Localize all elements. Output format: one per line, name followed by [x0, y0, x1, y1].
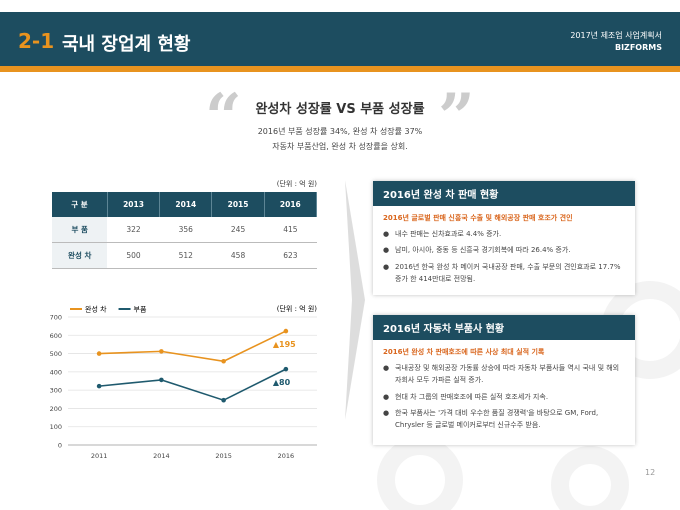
- brand: BIZFORMS: [614, 43, 662, 52]
- series-line: [99, 368, 287, 402]
- x-tick-label: 2016: [278, 452, 295, 460]
- cell: 356: [159, 217, 212, 243]
- table-unit: (단위 : 억 원): [276, 180, 317, 188]
- header-cell: 2015: [211, 192, 265, 217]
- box-title: 2016년 자동차 부품사 현황: [373, 315, 635, 340]
- point: [221, 397, 226, 403]
- cell: 623: [264, 242, 317, 269]
- quote-title: 완성차 성장률 VS 부품 성장률: [255, 102, 425, 117]
- y-tick-label: 600: [50, 332, 62, 340]
- y-tick-label: 300: [50, 387, 62, 395]
- point: [96, 383, 102, 389]
- point: [96, 351, 102, 356]
- bullet: 현대 차 그룹의 판매호조에 따른 실적 호조세가 지속.: [373, 389, 635, 405]
- row: 완성 차 500 512 458 623: [52, 242, 317, 269]
- cell: 415: [264, 217, 317, 243]
- cell: 부 품: [52, 217, 108, 243]
- cell: 322: [107, 217, 160, 243]
- y-tick-label: 400: [50, 368, 62, 376]
- legend-label: 부품: [134, 306, 147, 314]
- header-line: [0, 66, 680, 72]
- section-title: 국내 장업계 현황: [62, 34, 191, 55]
- annotation: ▲80: [273, 378, 291, 387]
- row: 부 품 322 356 245 415: [52, 217, 317, 243]
- y-tick-label: 100: [50, 423, 62, 431]
- point: [159, 349, 164, 354]
- point: [221, 358, 226, 364]
- box-subtitle: 2016년 글로벌 판매 신흥국 수출 및 해외공장 판매 호조가 견인: [383, 214, 573, 222]
- quote-mark: ”: [438, 80, 475, 155]
- section-number: 2-1: [18, 29, 55, 53]
- x-tick-label: 2011: [91, 452, 108, 460]
- quote-mark: “: [205, 80, 242, 155]
- box-title: 2016년 완성 차 판매 현황: [373, 181, 635, 206]
- point: [283, 328, 289, 334]
- x-tick-label: 2014: [153, 452, 170, 460]
- annotation: ▲195: [273, 340, 296, 349]
- page-number: 12: [645, 468, 656, 477]
- y-tick-label: 200: [50, 405, 62, 413]
- bullet: 내수 판매는 신차효과로 4.4% 증가.: [373, 226, 635, 242]
- header-cell: 2013: [107, 192, 161, 217]
- cell: 245: [211, 217, 265, 243]
- chart: (단위 : 억 원) 0 100 200 300 400 500 600 700 2011 2014…: [50, 304, 318, 460]
- header-row: 구 분 2013 2014 2015 2016: [52, 192, 318, 217]
- table: 구 분 2013 2014 2015 2016 부 품 322 356 245 415 완성 차 50…: [52, 192, 318, 269]
- cell: 458: [211, 242, 265, 269]
- header-cell: 2016: [264, 192, 318, 217]
- bullet: 국내공장 및 해외공장 가동률 상승에 따라 자동차 부품사들 역시 국내 및 …: [373, 360, 635, 389]
- header-bar: [0, 12, 680, 66]
- cell: 500: [107, 242, 160, 269]
- point: [283, 366, 289, 372]
- info-box: 2016년 자동차 부품사 현황 2016년 완성 차 판매호조에 따른 사상 최…: [373, 315, 635, 445]
- info-box: 2016년 완성 차 판매 현황 2016년 글로벌 판매 신흥국 수출 및 해외…: [373, 181, 635, 295]
- box-subtitle: 2016년 완성 차 판매호조에 따른 사상 최대 실적 기록: [383, 348, 545, 356]
- chart-unit: (단위 : 억 원): [277, 304, 318, 313]
- y-tick-label: 0: [58, 442, 62, 450]
- bullet: 남미, 아시아, 중동 등 신흥국 경기회복에 따라 26.4% 증가.: [373, 242, 635, 258]
- quote-line: 2016년 부품 성장률 34%, 완성 차 성장률 37%: [257, 127, 423, 136]
- quote-line: 자동차 부품산업, 완성 차 성장률을 상회.: [272, 142, 408, 151]
- bullet: 2016년 한국 완성 차 메이커 국내공장 판매, 수출 부문의 견인효과로 …: [373, 259, 635, 288]
- bullet: 한국 부품사는 '가격 대비 우수한 품질 경쟁력'을 바탕으로 GM, For…: [373, 405, 635, 434]
- legend-label: 완성 차: [85, 305, 107, 314]
- x-tick-label: 2015: [215, 452, 232, 460]
- y-tick-label: 700: [50, 314, 62, 322]
- point: [159, 377, 164, 383]
- y-tick-label: 500: [50, 350, 62, 358]
- cell: 완성 차: [52, 242, 108, 269]
- doc-name: 2017년 제조업 사업계획서: [570, 31, 662, 40]
- series-line: [99, 330, 287, 363]
- header-cell: 2014: [159, 192, 213, 217]
- header-cell: 구 분: [52, 192, 108, 217]
- cell: 512: [159, 242, 212, 269]
